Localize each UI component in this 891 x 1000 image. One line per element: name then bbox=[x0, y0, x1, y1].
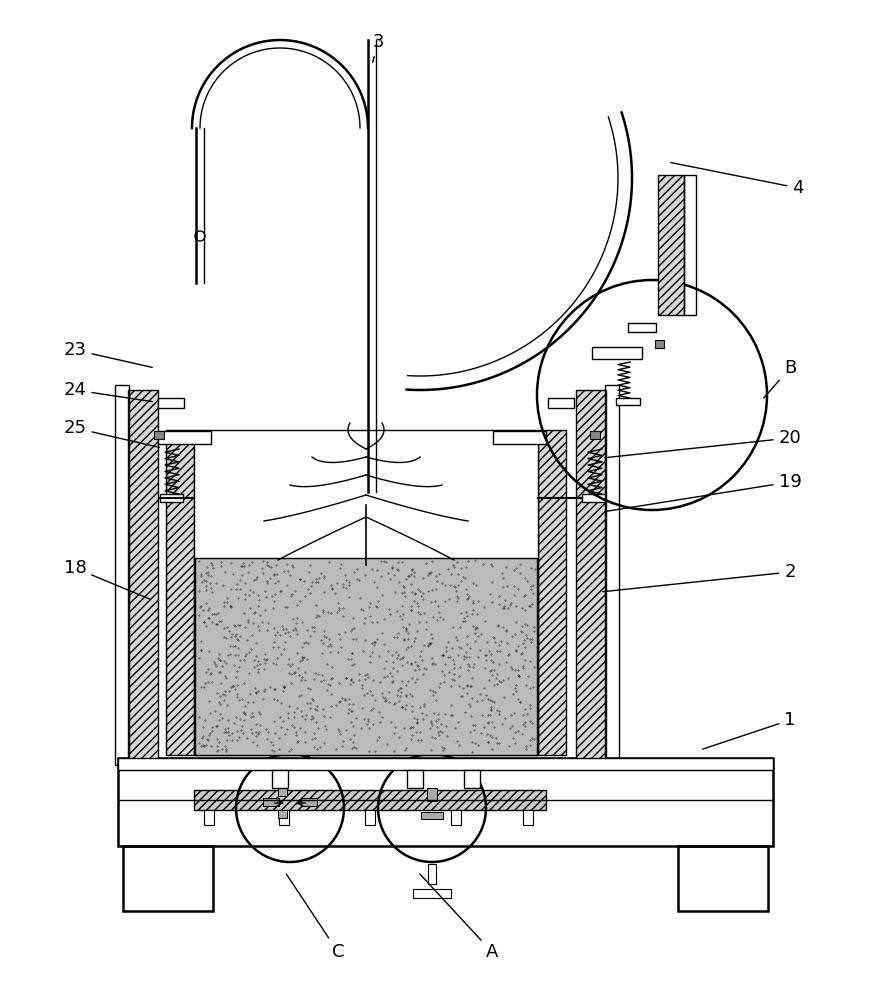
Text: 25: 25 bbox=[63, 419, 159, 447]
Bar bbox=[605, 385, 619, 765]
Bar bbox=[160, 494, 183, 502]
Bar bbox=[158, 431, 211, 444]
Bar bbox=[658, 175, 684, 315]
Text: 24: 24 bbox=[63, 381, 152, 402]
Bar bbox=[451, 810, 461, 825]
Bar bbox=[538, 430, 566, 755]
Text: 3: 3 bbox=[372, 33, 384, 62]
Bar bbox=[158, 398, 184, 408]
Bar bbox=[123, 846, 213, 911]
Text: 20: 20 bbox=[605, 429, 801, 458]
Bar bbox=[166, 430, 194, 755]
Text: C: C bbox=[287, 874, 344, 961]
Bar bbox=[263, 798, 279, 806]
Bar bbox=[204, 810, 214, 825]
Text: 18: 18 bbox=[63, 559, 150, 599]
Bar bbox=[194, 430, 538, 755]
Bar bbox=[421, 812, 443, 819]
Bar bbox=[616, 398, 640, 405]
Bar bbox=[272, 770, 288, 788]
Bar bbox=[590, 431, 600, 439]
Text: 2: 2 bbox=[603, 563, 796, 592]
Text: 23: 23 bbox=[63, 341, 152, 367]
Bar bbox=[407, 770, 423, 788]
Text: 19: 19 bbox=[605, 473, 801, 512]
Bar bbox=[592, 347, 642, 359]
Bar bbox=[427, 788, 437, 801]
Text: 1: 1 bbox=[703, 711, 796, 749]
Bar bbox=[365, 810, 375, 825]
Text: 4: 4 bbox=[671, 163, 804, 197]
Text: B: B bbox=[764, 359, 797, 398]
Bar bbox=[655, 340, 664, 348]
Bar bbox=[413, 889, 451, 898]
Bar bbox=[278, 810, 287, 818]
Text: A: A bbox=[420, 874, 498, 961]
Bar bbox=[154, 431, 164, 439]
Bar bbox=[678, 846, 768, 911]
Bar bbox=[582, 494, 605, 502]
Bar bbox=[493, 431, 546, 444]
Bar bbox=[194, 790, 546, 810]
Bar bbox=[428, 864, 436, 884]
Bar bbox=[548, 398, 574, 408]
Bar bbox=[464, 770, 480, 788]
Bar bbox=[523, 810, 533, 825]
Bar bbox=[118, 758, 773, 770]
Bar bbox=[278, 788, 287, 796]
Bar bbox=[684, 175, 696, 315]
Bar bbox=[118, 758, 773, 846]
Bar bbox=[128, 390, 158, 765]
Bar bbox=[279, 810, 289, 825]
Bar bbox=[628, 323, 656, 332]
Bar bbox=[301, 798, 317, 806]
Bar bbox=[195, 558, 537, 755]
Bar bbox=[576, 390, 606, 765]
Bar bbox=[115, 385, 129, 765]
